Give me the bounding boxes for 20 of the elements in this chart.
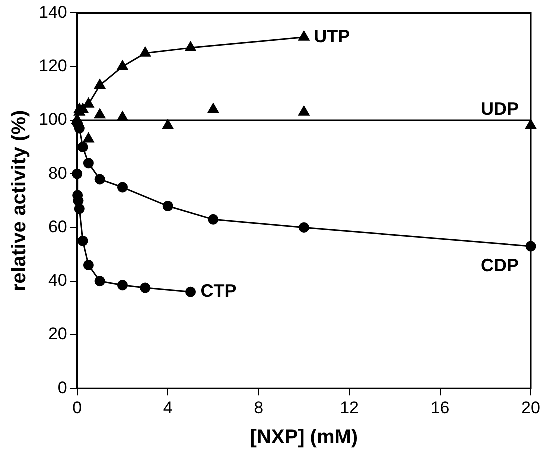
y-tick-label: 20: [48, 324, 68, 344]
y-tick-label: 140: [38, 2, 68, 22]
series-label: CDP: [480, 255, 519, 276]
y-tick-label: 120: [38, 56, 68, 76]
x-tick-label: 16: [430, 398, 450, 418]
x-tick-label: 12: [340, 398, 360, 418]
x-tick-label: 8: [254, 398, 264, 418]
x-tick-label: 20: [522, 398, 540, 418]
series-label: UTP: [314, 26, 350, 46]
y-tick-label: 0: [58, 378, 68, 398]
y-tick-label: 100: [38, 110, 68, 130]
series-label: UDP: [480, 98, 519, 119]
y-tick-label: 40: [48, 271, 68, 290]
x-tick-label: 0: [72, 398, 82, 418]
x-axis-title: [NXP] (mM): [250, 426, 358, 449]
y-axis-title: relative activity (%): [8, 110, 31, 292]
x-tick-label: 4: [163, 398, 173, 418]
y-tick-label: 60: [48, 217, 68, 236]
y-tick-label: 80: [48, 164, 68, 183]
series-label: CTP: [200, 281, 237, 302]
